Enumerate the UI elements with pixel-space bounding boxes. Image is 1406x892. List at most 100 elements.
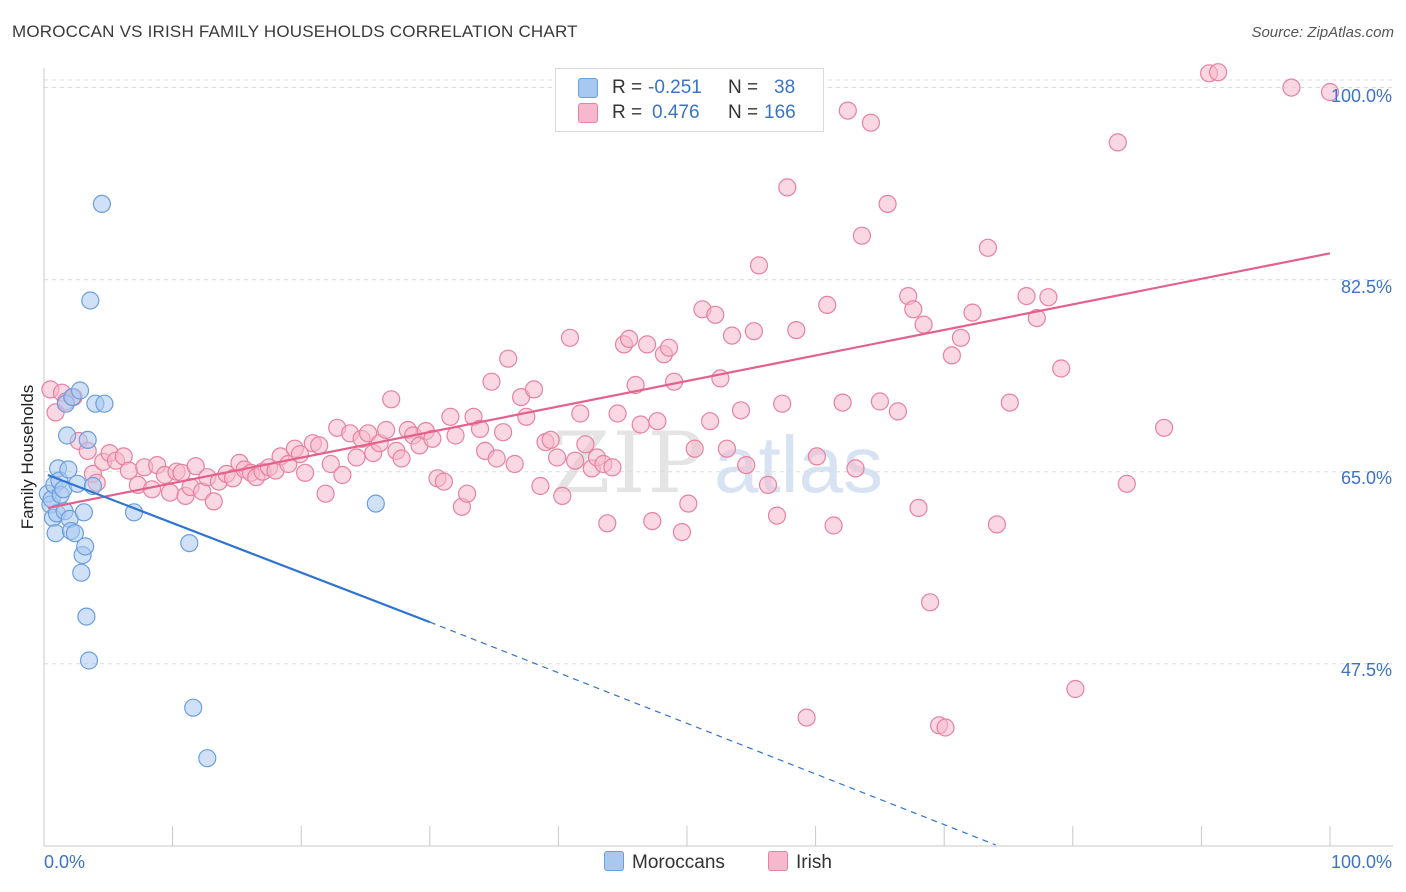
moroccan-point — [92, 194, 112, 213]
irish-point — [846, 459, 865, 478]
irish-point — [807, 447, 827, 466]
irish-point — [576, 435, 595, 454]
irish-point — [951, 328, 971, 347]
irish-point — [186, 457, 205, 476]
n-label: N = — [728, 102, 759, 123]
irish-point — [797, 708, 816, 727]
irish-point — [744, 322, 764, 341]
legend-moroccans: Moroccans — [604, 851, 725, 874]
irish-point — [619, 329, 639, 348]
irish-trend-line — [47, 252, 1331, 510]
irish-point — [685, 439, 704, 458]
irish-point — [458, 484, 477, 503]
irish-point — [423, 429, 442, 448]
irish-point — [1208, 63, 1228, 82]
irish-point — [861, 113, 881, 132]
moroccan-point — [198, 749, 217, 768]
irish-point — [524, 380, 544, 399]
irish-legend-icon — [768, 851, 788, 871]
source-credit: Source: ZipAtlas.com — [1251, 24, 1394, 41]
irish-point — [1027, 309, 1046, 328]
moroccans-swatch-icon — [578, 78, 598, 98]
irish-point — [904, 300, 923, 319]
moroccan-point — [77, 607, 96, 626]
trend-lines — [47, 252, 1331, 846]
moroccan-point — [72, 563, 91, 582]
irish-points — [41, 63, 1340, 737]
irish-point — [888, 402, 908, 421]
irish-point — [963, 303, 982, 322]
irish-point — [565, 451, 585, 470]
irish-point — [643, 511, 662, 531]
irish-point — [737, 456, 756, 475]
irish-point — [920, 593, 940, 612]
moroccan-points — [38, 194, 385, 768]
r-label: R = — [612, 77, 643, 98]
irish-point — [878, 194, 897, 213]
irish-point — [717, 439, 737, 458]
legend-row-moroccans: R = -0.251 N = 38 — [556, 77, 823, 101]
irish-point — [598, 514, 617, 533]
correlation-legend: R = -0.251 N = 38 R = 0.476 N = 166 — [555, 68, 824, 132]
irish-point — [648, 412, 667, 431]
moroccan-point — [79, 651, 99, 670]
irish-point — [434, 472, 453, 491]
irish-point — [547, 448, 567, 467]
irish-point — [1052, 359, 1071, 378]
y-tick-label: 65.0% — [1340, 468, 1392, 488]
moroccans-legend-label: Moroccans — [632, 852, 725, 873]
n-value: 166 — [764, 102, 796, 123]
irish-point — [706, 305, 725, 324]
irish-point — [505, 454, 524, 474]
irish-point — [824, 516, 843, 535]
irish-point — [1320, 82, 1340, 102]
irish-point — [603, 458, 622, 477]
irish-point — [1108, 133, 1127, 152]
irish-point — [659, 338, 679, 357]
moroccan-trend-extension — [429, 621, 996, 846]
moroccan-point — [57, 426, 77, 445]
irish-point — [541, 430, 560, 449]
irish-point — [359, 424, 378, 443]
irish-point — [316, 484, 335, 503]
irish-point — [631, 415, 650, 434]
irish-point — [382, 390, 401, 409]
irish-point — [377, 420, 396, 440]
irish-point — [470, 419, 490, 438]
irish-point — [347, 448, 366, 467]
x-tick-label-max: 100.0% — [1330, 852, 1392, 872]
irish-point — [531, 476, 550, 496]
irish-point — [722, 326, 742, 345]
irish-point — [942, 346, 962, 365]
irish-point — [679, 494, 698, 513]
irish-point — [321, 454, 340, 474]
irish-point — [838, 101, 857, 120]
legend-irish: Irish — [768, 851, 832, 874]
r-value: 0.476 — [652, 102, 700, 123]
irish-point — [978, 238, 998, 257]
irish-point — [441, 407, 460, 426]
chart-title: MOROCCAN VS IRISH FAMILY HOUSEHOLDS CORR… — [12, 22, 578, 41]
moroccan-point — [366, 494, 385, 513]
moroccans-legend-icon — [604, 851, 624, 871]
moroccan-point — [78, 430, 97, 449]
moroccan-point — [184, 698, 203, 717]
irish-point — [1282, 78, 1301, 97]
irish-point — [160, 483, 180, 502]
irish-point — [560, 328, 580, 347]
irish-point — [333, 465, 352, 485]
r-value: -0.251 — [648, 77, 702, 98]
irish-point — [482, 372, 501, 391]
x-tick-label-min: 0.0% — [44, 852, 86, 872]
irish-point — [731, 401, 751, 420]
irish-point — [1154, 418, 1174, 437]
irish-point — [909, 498, 928, 517]
irish-point — [749, 256, 769, 275]
moroccan-point — [76, 537, 95, 556]
irish-point — [773, 394, 792, 413]
irish-point — [870, 392, 890, 411]
n-value: 38 — [774, 77, 796, 98]
legend-row-irish: R = 0.476 N = 166 — [556, 102, 823, 126]
irish-point — [767, 506, 787, 525]
